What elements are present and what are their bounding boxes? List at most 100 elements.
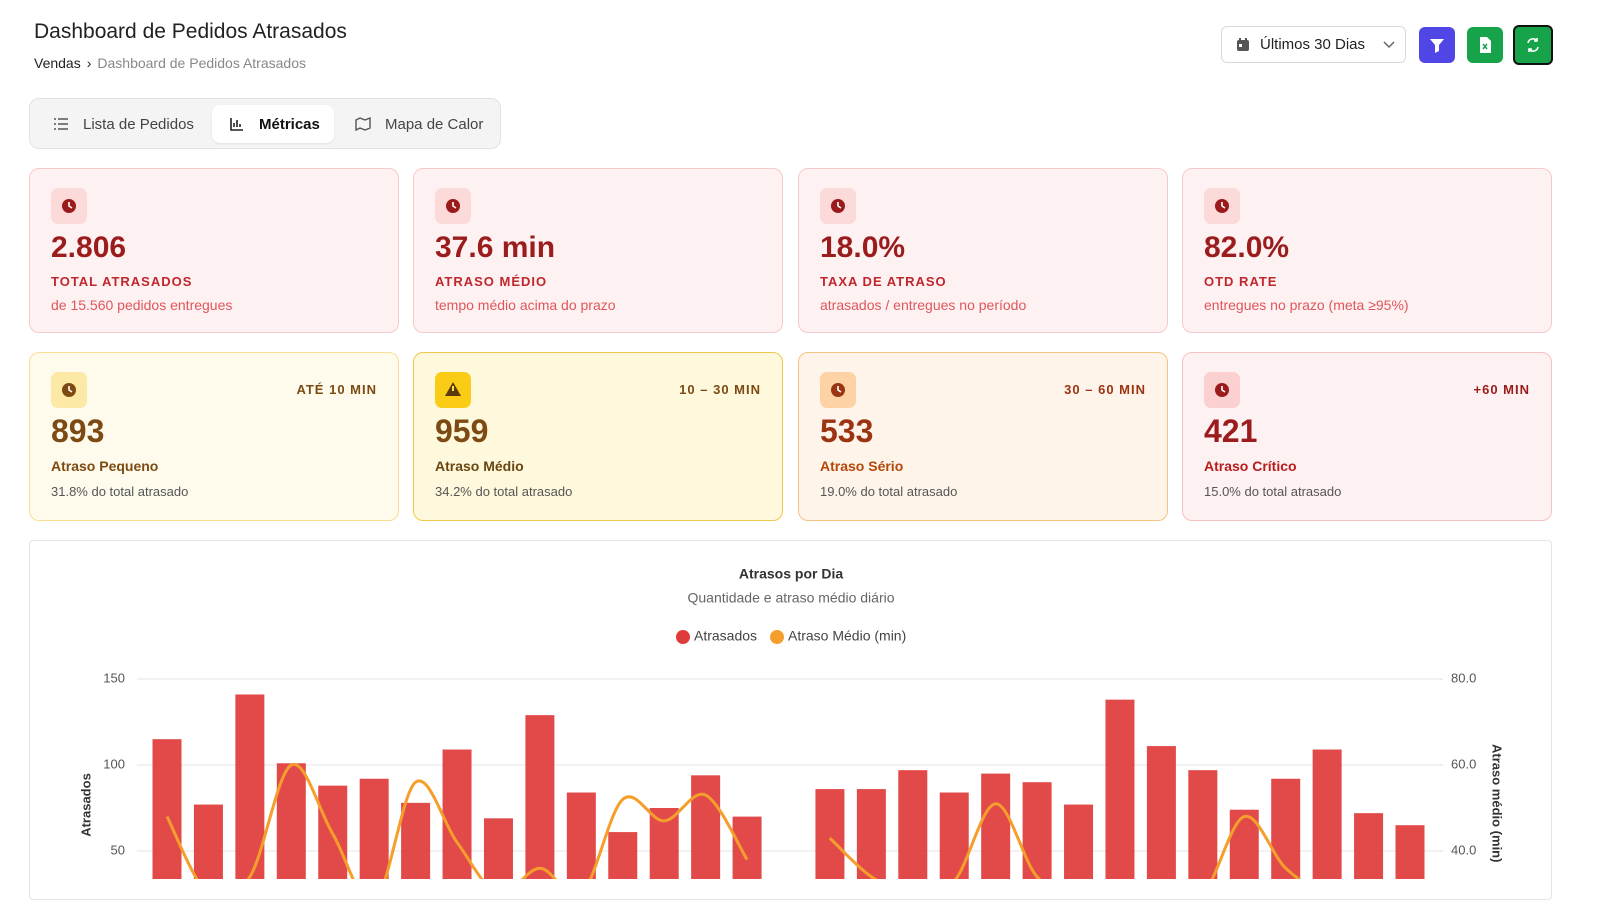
bar [815, 789, 845, 879]
breadcrumb-current: Dashboard de Pedidos Atrasados [97, 55, 306, 71]
bar [898, 770, 928, 879]
kpi-value: 2.806 [51, 231, 127, 264]
legend-marker [676, 630, 690, 644]
date-filter[interactable]: Últimos 30 Dias [1221, 26, 1406, 63]
bucket-card: 10 – 30 MIN 959 Atraso Médio 34.2% do total… [413, 352, 783, 521]
filter-icon [1430, 39, 1444, 53]
bar [193, 804, 223, 879]
tab-label: Métricas [259, 115, 320, 133]
bucket-range: ATÉ 10 MIN [296, 382, 377, 397]
bucket-card: 30 – 60 MIN 533 Atraso Sério 19.0% do total… [798, 352, 1168, 521]
chart-subtitle: Quantidade e atraso médio diário [687, 590, 894, 606]
bar [483, 818, 513, 879]
line [165, 763, 1302, 879]
separator: › [86, 55, 92, 71]
kpi-label: ATRASO MÉDIO [435, 274, 548, 289]
filter-button[interactable] [1419, 27, 1455, 63]
kpi-card: 37.6 min ATRASO MÉDIO tempo médio acima do… [413, 168, 783, 333]
bucket-icon [435, 372, 471, 408]
y2-tick-label: 40.0 [1451, 842, 1476, 857]
kpi-card: 18.0% TAXA DE ATRASO atrasados / entregues… [798, 168, 1168, 333]
export-icon [1480, 37, 1491, 53]
legend-label: Atrasados [694, 628, 757, 644]
refresh-button[interactable] [1513, 25, 1553, 65]
kpi-value: 18.0% [820, 231, 906, 264]
bucket-note: 31.8% do total atrasado [51, 484, 189, 499]
kpi-note: atrasados / entregues no período [820, 297, 1027, 313]
bar [649, 808, 679, 879]
bar [1064, 804, 1094, 879]
bucket-range: 30 – 60 MIN [1064, 382, 1146, 397]
tab-label: Mapa de Calor [385, 115, 484, 133]
kpi-icon [435, 188, 471, 224]
chevron [1383, 41, 1395, 49]
kpi-icon [51, 188, 87, 224]
bucket-value: 421 [1204, 413, 1258, 449]
kpi-card: 2.806 TOTAL ATRASADOS de 15.560 pedidos en… [29, 168, 399, 333]
bar [856, 789, 886, 879]
page: Dashboard de Pedidos Atrasados Vendas › Da… [29, 20, 1553, 900]
bucket-value: 959 [435, 413, 489, 449]
bucket-icon [51, 372, 87, 408]
legend-label: Atraso Médio (min) [788, 628, 906, 644]
kpi-icon [820, 188, 856, 224]
bar [1188, 770, 1218, 879]
bucket-value: 533 [820, 413, 874, 449]
bucket-note: 15.0% do total atrasado [1204, 484, 1342, 499]
tab-icon [230, 118, 243, 131]
kpi-value: 82.0% [1204, 231, 1290, 264]
kpi-note: de 15.560 pedidos entregues [51, 297, 233, 313]
y2-tick-label: 60.0 [1451, 756, 1476, 771]
date-filter-label: Últimos 30 Dias [1260, 36, 1366, 53]
bucket-range: +60 MIN [1473, 382, 1530, 397]
bar [401, 802, 431, 879]
bar [1105, 699, 1135, 879]
kpi-card: 82.0% OTD RATE entregues no prazo (meta ≥9… [1182, 168, 1552, 333]
kpi-note: tempo médio acima do prazo [435, 297, 616, 313]
tab-label: Lista de Pedidos [83, 115, 194, 133]
y2-axis-title: Atraso médio (min) [1490, 744, 1505, 862]
bucket-label: Atraso Crítico [1204, 458, 1297, 474]
bar [525, 715, 555, 879]
export-button[interactable] [1467, 27, 1503, 63]
chart: Atrasos por Dia Quantidade e atraso médi… [78, 566, 1505, 879]
bar [152, 739, 182, 879]
bar [608, 832, 638, 879]
bar [1312, 749, 1342, 879]
breadcrumb: Vendas › Dashboard de Pedidos Atrasados [34, 55, 306, 71]
y-axis-title: Atrasados [78, 773, 93, 837]
chart-title: Atrasos por Dia [739, 566, 843, 582]
y-tick-label: 150 [103, 670, 125, 685]
breadcrumb-link[interactable]: Vendas [34, 55, 81, 71]
bucket-label: Atraso Pequeno [51, 458, 159, 474]
tab[interactable]: Mapa de Calor [338, 105, 498, 143]
bar [1022, 782, 1052, 879]
bucket-note: 34.2% do total atrasado [435, 484, 573, 499]
bar [1395, 825, 1425, 879]
bar [691, 775, 721, 879]
kpi-label: TOTAL ATRASADOS [51, 274, 193, 289]
bucket-card: +60 MIN 421 Atraso Crítico 15.0% do total a… [1182, 352, 1552, 521]
bar [1146, 746, 1176, 879]
bar [1271, 778, 1301, 879]
bucket-card: ATÉ 10 MIN 893 Atraso Pequeno 31.8% do tota… [29, 352, 399, 521]
tab-icon [355, 116, 371, 132]
tab[interactable]: Lista de Pedidos [36, 105, 216, 143]
y-tick-label: 100 [103, 756, 125, 771]
tab[interactable]: Métricas [212, 105, 334, 143]
bar [732, 816, 762, 879]
kpi-label: OTD RATE [1204, 274, 1278, 289]
bucket-value: 893 [51, 413, 105, 449]
bucket-note: 19.0% do total atrasado [820, 484, 958, 499]
kpi-note: entregues no prazo (meta ≥95%) [1204, 297, 1409, 313]
refresh-icon [1527, 38, 1539, 52]
bucket-icon [1204, 372, 1240, 408]
bar [1354, 813, 1384, 879]
page-title: Dashboard de Pedidos Atrasados [34, 20, 347, 43]
bucket-range: 10 – 30 MIN [679, 382, 761, 397]
tab-icon [54, 118, 68, 130]
bucket-icon [820, 372, 856, 408]
bucket-label: Atraso Sério [820, 458, 904, 474]
tab-bar: Lista de Pedidos Métricas Mapa de Calor [29, 98, 501, 149]
kpi-icon [1204, 188, 1240, 224]
